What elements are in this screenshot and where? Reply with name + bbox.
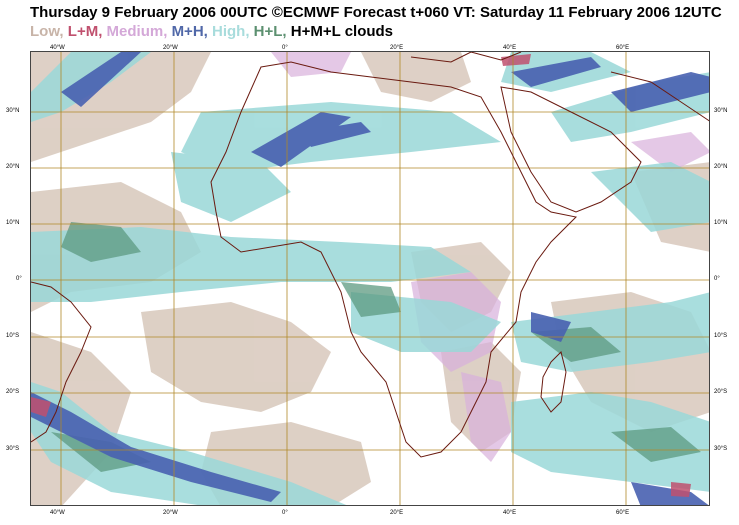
- legend-low: Low,: [30, 23, 64, 40]
- lat-label-10n-right: 10°N: [714, 220, 728, 226]
- lat-label-30s-right: 30°S: [714, 446, 728, 452]
- lon-label-20e-top: 20°E: [390, 45, 404, 51]
- legend-high: High,: [212, 23, 250, 40]
- lat-label-10s-left: 10°S: [6, 333, 20, 339]
- lat-label-eq-left: 0°: [16, 276, 22, 282]
- lat-label-10s-right: 10°S: [714, 333, 728, 339]
- lon-label-40w-top: 40°W: [50, 45, 65, 51]
- lon-label-20w-bottom: 20°W: [163, 510, 178, 516]
- legend-medium-high: M+H,: [171, 23, 208, 40]
- chart-title: Thursday 9 February 2006 00UTC ©ECMWF Fo…: [30, 4, 722, 21]
- lat-label-eq-right: 0°: [714, 276, 720, 282]
- high-cloud-layer: [31, 52, 709, 505]
- lon-label-40e-bottom: 40°E: [503, 510, 517, 516]
- medium-high-cloud-layer: [31, 52, 709, 505]
- legend-high-low: H+L,: [253, 23, 287, 40]
- lat-label-10n-left: 10°N: [6, 220, 20, 226]
- arabia-coastline: [500, 86, 642, 213]
- madagascar-coastline: [540, 351, 567, 413]
- map-canvas: [31, 52, 709, 505]
- lon-label-40e-top: 40°E: [503, 45, 517, 51]
- lat-label-30s-left: 30°S: [6, 446, 20, 452]
- coastlines: [31, 52, 709, 458]
- legend-all-layers: H+M+L clouds: [290, 23, 394, 40]
- lat-label-20n-right: 20°N: [714, 164, 728, 170]
- lon-label-60e-top: 60°E: [616, 45, 630, 51]
- lat-label-30n-left: 30°N: [6, 108, 20, 114]
- legend-low-medium: L+M,: [67, 23, 103, 40]
- lon-label-0-top: 0°: [282, 45, 288, 51]
- lat-label-30n-right: 30°N: [714, 108, 728, 114]
- lat-label-20n-left: 20°N: [6, 164, 20, 170]
- asia-coastline: [610, 71, 709, 122]
- lon-label-0-bottom: 0°: [282, 510, 288, 516]
- south-america-coastline: [31, 281, 92, 443]
- europe-coastline: [410, 52, 522, 63]
- lon-label-20e-bottom: 20°E: [390, 510, 404, 516]
- cloud-cover-map: [30, 51, 710, 506]
- lat-label-20s-left: 20°S: [6, 389, 20, 395]
- graticule: [31, 52, 709, 505]
- lon-label-40w-bottom: 40°W: [50, 510, 65, 516]
- cloud-legend: Low, L+M, Medium, M+H, High, H+L, H+M+L …: [30, 23, 393, 40]
- low-medium-cloud-layer: [31, 54, 691, 497]
- lon-label-60e-bottom: 60°E: [616, 510, 630, 516]
- lon-label-20w-top: 20°W: [163, 45, 178, 51]
- africa-coastline: [210, 61, 578, 458]
- legend-medium: Medium,: [106, 23, 168, 40]
- lat-label-20s-right: 20°S: [714, 389, 728, 395]
